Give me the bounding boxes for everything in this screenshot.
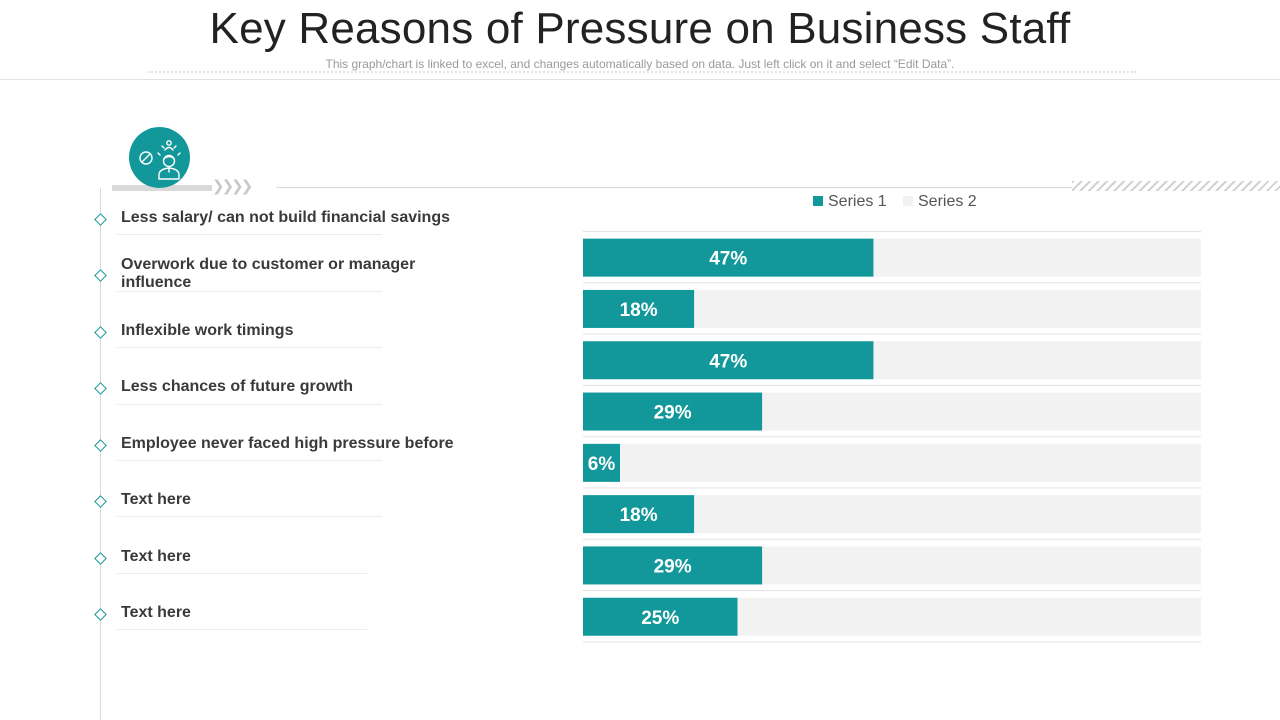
- bar-series-2: [873, 341, 1201, 380]
- reason-label: Overwork due to customer or manager infl…: [121, 256, 416, 291]
- bar-series-1: [583, 289, 695, 328]
- diamond-bullet-icon: [94, 269, 107, 282]
- page-title: Key Reasons of Pressure on Business Staf…: [209, 4, 1071, 53]
- hatched-decoration: [1072, 181, 1280, 191]
- diamond-bullet-icon: [94, 439, 107, 452]
- reason-label: Text here: [121, 548, 191, 565]
- bar-series-1: [583, 238, 874, 277]
- reason-underline: [117, 291, 382, 292]
- bar-series-2: [873, 238, 1201, 277]
- stressed-person-icon: [129, 127, 190, 188]
- data-label: 25%: [641, 608, 679, 629]
- bar-series-1: [583, 392, 763, 431]
- icon-base-bar: [112, 185, 212, 191]
- stacked-bar-chart: Series 1 Series 2 47% 18% 47% 29% 6% 18% 29% 25%: [583, 193, 1201, 643]
- legend-swatch: [813, 196, 823, 206]
- reason-underline: [117, 460, 382, 461]
- data-label: 29%: [654, 403, 692, 424]
- reason-list: Less salary/ can not build financial sav…: [0, 0, 560, 720]
- reason-underline: [117, 234, 382, 235]
- reason-label: Inflexible work timings: [121, 322, 294, 339]
- bar-series-1: [583, 443, 621, 482]
- bar-series-1: [583, 597, 738, 636]
- data-label: 6%: [588, 454, 616, 475]
- page-subtitle: This graph/chart is linked to excel, and…: [325, 57, 955, 71]
- data-label: 18%: [620, 300, 658, 321]
- chevron-arrows-icon: ❯❯❯❯: [212, 178, 253, 195]
- diamond-bullet-icon: [94, 213, 107, 226]
- legend-label: Series 2: [918, 193, 977, 210]
- bar-series-1: [583, 495, 695, 534]
- header-divider: [0, 79, 1280, 80]
- reason-label: Less chances of future growth: [121, 378, 354, 395]
- bar-series-2: [620, 443, 1201, 482]
- bar-series-2: [762, 546, 1201, 585]
- timeline-vertical-line: [100, 188, 101, 720]
- data-label: 47%: [709, 249, 747, 270]
- reason-underline: [117, 404, 382, 405]
- subtitle-dotted-divider: [148, 71, 1136, 73]
- bar-series-1: [583, 546, 763, 585]
- section-divider: [276, 187, 1072, 188]
- reason-underline: [117, 629, 367, 630]
- data-label: 47%: [709, 351, 747, 372]
- diamond-bullet-icon: [94, 495, 107, 508]
- diamond-bullet-icon: [94, 326, 107, 339]
- legend-label: Series 1: [828, 193, 887, 210]
- bar-series-2: [694, 495, 1201, 534]
- bar-series-2: [694, 289, 1201, 328]
- reason-underline: [117, 516, 382, 517]
- diamond-bullet-icon: [94, 382, 107, 395]
- diamond-bullet-icon: [94, 608, 107, 621]
- bar-series-1: [583, 341, 874, 380]
- reason-label: Less salary/ can not build financial sav…: [121, 209, 450, 226]
- reason-label: Text here: [121, 604, 191, 621]
- data-label: 18%: [620, 505, 658, 526]
- legend-swatch: [903, 196, 913, 206]
- data-label: 29%: [654, 556, 692, 577]
- bar-series-2: [737, 597, 1201, 636]
- bar-series-2: [762, 392, 1201, 431]
- diamond-bullet-icon: [94, 552, 107, 565]
- reason-underline: [117, 347, 382, 348]
- reason-label: Employee never faced high pressure befor…: [121, 435, 454, 452]
- reason-underline: [117, 573, 367, 574]
- reason-label: Text here: [121, 491, 191, 508]
